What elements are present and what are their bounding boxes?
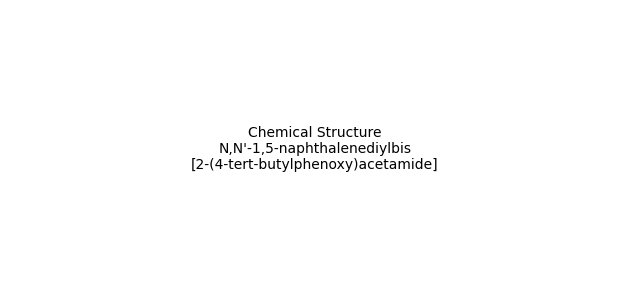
Text: Chemical Structure
N,N'-1,5-naphthalenediylbis
[2-(4-tert-butylphenoxy)acetamide: Chemical Structure N,N'-1,5-naphthalened… — [191, 126, 439, 172]
